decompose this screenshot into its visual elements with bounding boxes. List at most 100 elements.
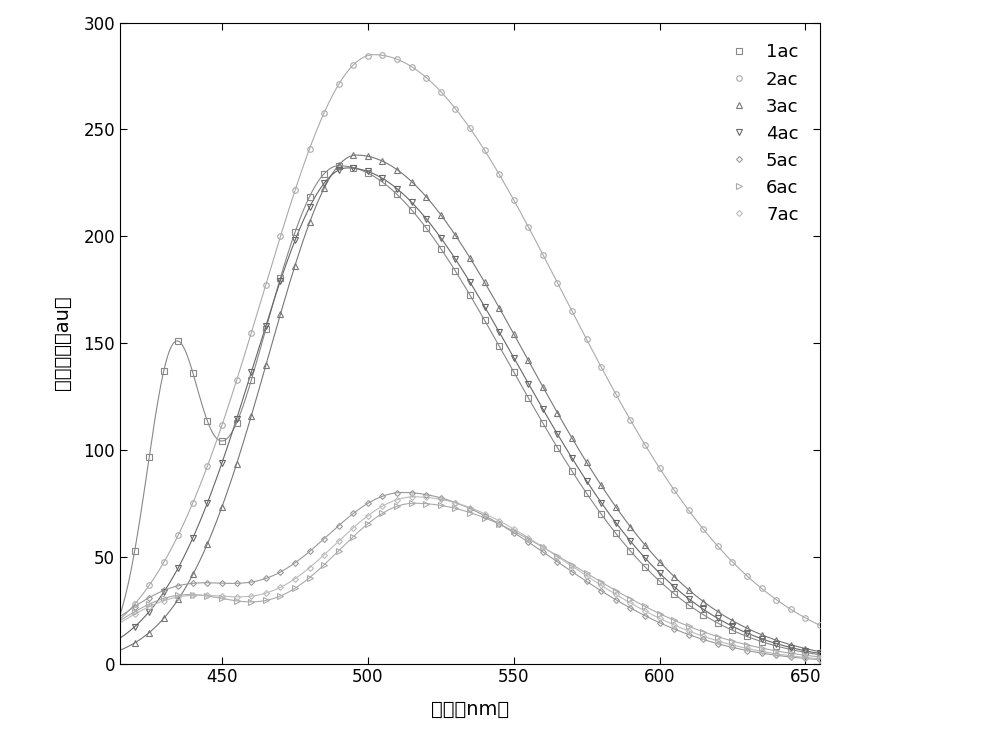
- 1ac: [712, 618, 724, 627]
- Line: 5ac: 5ac: [132, 491, 822, 662]
- 5ac: [668, 624, 680, 633]
- 4ac: [624, 537, 636, 546]
- 7ac: [639, 606, 651, 615]
- 1ac: [479, 316, 491, 325]
- 6ac: [435, 501, 447, 510]
- 6ac: [406, 499, 418, 508]
- 7ac: [420, 493, 432, 502]
- 2ac: [537, 250, 549, 259]
- 5ac: [581, 577, 593, 586]
- 2ac: [566, 307, 578, 316]
- 7ac: [522, 533, 534, 542]
- 6ac: [318, 560, 330, 569]
- 3ac: [493, 303, 505, 312]
- 1ac: [420, 223, 432, 232]
- 6ac: [756, 644, 768, 653]
- 5ac: [449, 498, 461, 507]
- 1ac: [537, 418, 549, 428]
- 7ac: [464, 503, 476, 512]
- 1ac: [551, 443, 563, 452]
- 3ac: [566, 434, 578, 443]
- 7ac: [479, 509, 491, 518]
- 2ac: [143, 581, 155, 590]
- 3ac: [449, 231, 461, 240]
- 7ac: [566, 562, 578, 571]
- 7ac: [347, 523, 359, 532]
- 2ac: [347, 60, 359, 69]
- 5ac: [654, 618, 666, 627]
- 6ac: [216, 594, 228, 603]
- 4ac: [479, 302, 491, 311]
- 3ac: [201, 539, 213, 548]
- 2ac: [260, 280, 272, 289]
- 4ac: [420, 214, 432, 223]
- 1ac: [799, 648, 811, 657]
- 1ac: [610, 529, 622, 538]
- 4ac: [158, 587, 170, 596]
- 3ac: [420, 192, 432, 201]
- 6ac: [245, 597, 257, 606]
- 4ac: [172, 563, 184, 572]
- Line: 1ac: 1ac: [132, 163, 823, 657]
- 4ac: [726, 622, 738, 631]
- 2ac: [770, 595, 782, 604]
- 2ac: [493, 170, 505, 179]
- 1ac: [493, 342, 505, 351]
- 1ac: [129, 547, 141, 556]
- 4ac: [289, 236, 301, 245]
- 3ac: [668, 572, 680, 581]
- 3ac: [654, 557, 666, 566]
- 6ac: [741, 640, 753, 649]
- 6ac: [697, 627, 709, 636]
- 2ac: [464, 124, 476, 133]
- Legend: 1ac, 2ac, 3ac, 4ac, 5ac, 6ac, 7ac: 1ac, 2ac, 3ac, 4ac, 5ac, 6ac, 7ac: [716, 38, 804, 229]
- 4ac: [654, 569, 666, 578]
- 6ac: [508, 526, 520, 535]
- 6ac: [347, 532, 359, 541]
- 7ac: [318, 550, 330, 559]
- 5ac: [260, 574, 272, 583]
- 7ac: [814, 654, 826, 664]
- 2ac: [187, 498, 199, 507]
- 7ac: [289, 575, 301, 584]
- 6ac: [158, 594, 170, 603]
- 2ac: [683, 506, 695, 515]
- 2ac: [508, 195, 520, 204]
- X-axis label: 波长（nm）: 波长（nm）: [431, 700, 509, 719]
- 6ac: [362, 520, 374, 529]
- 4ac: [231, 414, 243, 423]
- 3ac: [245, 412, 257, 421]
- 1ac: [756, 637, 768, 646]
- 1ac: [376, 178, 388, 187]
- 3ac: [464, 253, 476, 262]
- 2ac: [406, 62, 418, 71]
- 6ac: [581, 569, 593, 578]
- 4ac: [216, 458, 228, 467]
- 7ac: [712, 636, 724, 645]
- 6ac: [639, 602, 651, 611]
- 1ac: [624, 547, 636, 556]
- 3ac: [406, 177, 418, 186]
- 6ac: [712, 632, 724, 641]
- 4ac: [435, 233, 447, 242]
- 1ac: [464, 290, 476, 299]
- 6ac: [449, 504, 461, 513]
- 3ac: [187, 570, 199, 579]
- 7ac: [654, 614, 666, 623]
- 4ac: [304, 203, 316, 212]
- 5ac: [493, 520, 505, 529]
- 3ac: [347, 151, 359, 160]
- 1ac: [201, 417, 213, 426]
- 5ac: [187, 579, 199, 588]
- 6ac: [304, 573, 316, 582]
- 7ac: [158, 596, 170, 605]
- 2ac: [624, 415, 636, 425]
- 7ac: [697, 632, 709, 641]
- 4ac: [595, 498, 607, 507]
- 7ac: [245, 592, 257, 601]
- 7ac: [770, 649, 782, 658]
- 6ac: [595, 578, 607, 587]
- 1ac: [581, 489, 593, 498]
- 3ac: [143, 628, 155, 637]
- 7ac: [304, 563, 316, 572]
